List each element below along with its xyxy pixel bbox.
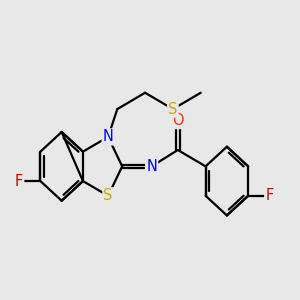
Text: F: F bbox=[265, 188, 274, 203]
Text: S: S bbox=[168, 102, 178, 117]
Text: N: N bbox=[146, 159, 157, 174]
Text: S: S bbox=[103, 188, 113, 203]
Text: N: N bbox=[103, 129, 114, 144]
Text: F: F bbox=[15, 174, 23, 189]
Text: O: O bbox=[172, 113, 184, 128]
